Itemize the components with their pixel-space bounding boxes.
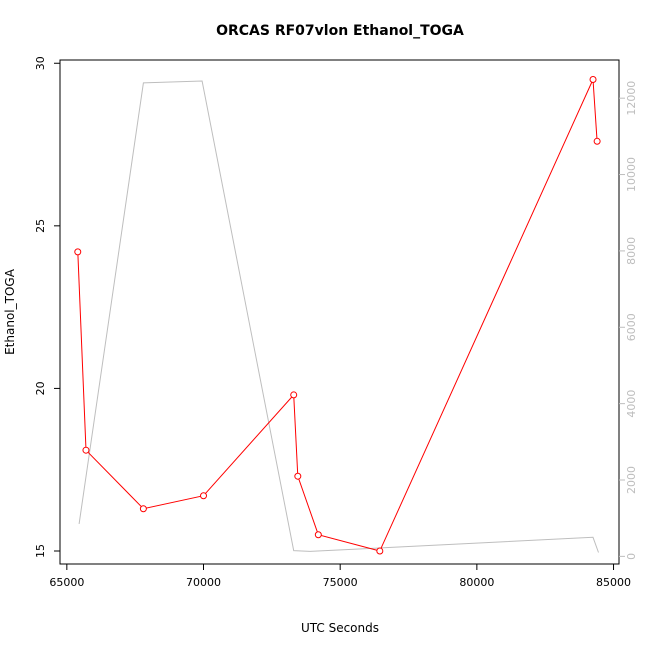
data-point [376,547,384,555]
y2-tick-label: 4000 [625,390,638,418]
y2-tick-label: 0 [625,553,638,560]
x-tick-label: 70000 [186,576,221,589]
x-axis: 65000 70000 75000 80000 85000 [49,564,631,589]
data-point [200,492,208,500]
chart-title: ORCAS RF07vlon Ethanol_TOGA [216,23,464,39]
y2-tick-label: 10000 [625,157,638,192]
y-tick-label: 30 [34,56,47,70]
x-tick-label: 65000 [49,576,84,589]
data-point [314,531,322,539]
data-point [139,505,147,513]
x-axis-label: UTC Seconds [301,621,379,635]
x-tick-label: 80000 [459,576,494,589]
series-line-right [78,80,599,553]
data-point [74,248,82,256]
y2-tick-label: 8000 [625,237,638,265]
y-axis: 15 20 25 30 [34,56,60,558]
y-tick-label: 20 [34,381,47,395]
y2-tick-label: 6000 [625,313,638,341]
plot-frame [59,59,620,565]
data-point [294,472,302,480]
data-point [589,76,597,84]
x-tick-label: 85000 [596,576,631,589]
data-point [593,137,601,145]
x-tick-label: 75000 [323,576,358,589]
series-layer [74,76,601,555]
y2-tick-label: 12000 [625,81,638,116]
y2-axis: 0 2000 4000 6000 8000 10000 12000 [619,81,638,560]
y-tick-label: 25 [34,219,47,233]
y-axis-label: Ethanol_TOGA [3,268,17,355]
data-point [290,391,298,399]
y-tick-label: 15 [34,544,47,558]
data-point [82,446,90,454]
series-line-left [77,79,598,552]
y2-tick-label: 2000 [625,466,638,494]
